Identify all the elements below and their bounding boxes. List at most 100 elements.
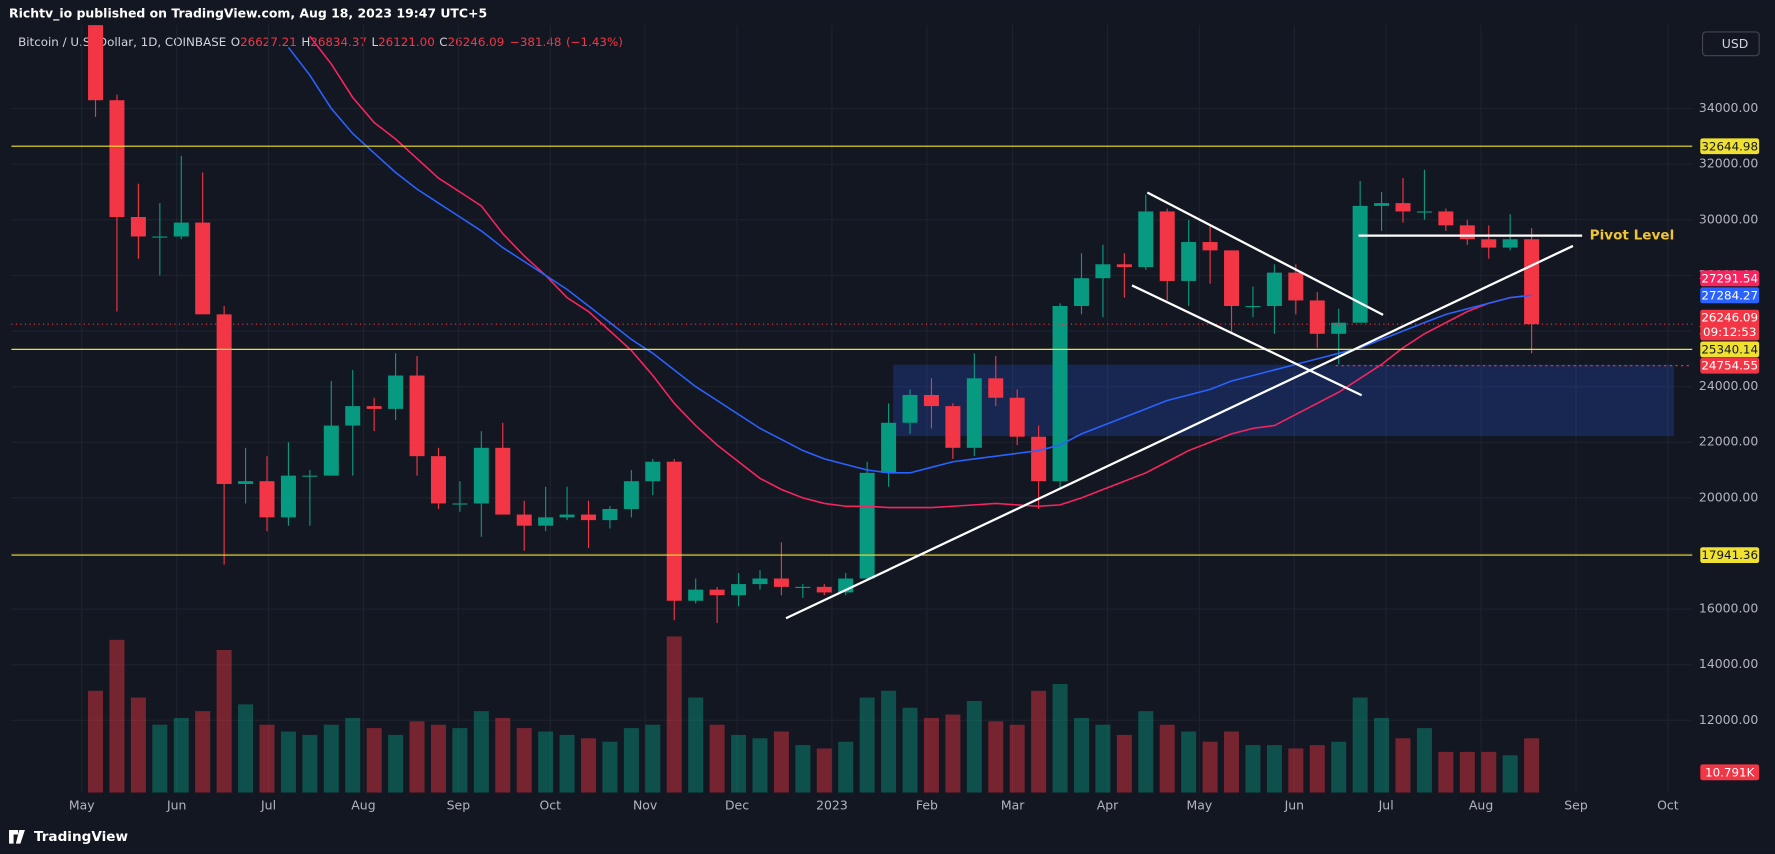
candle-body: [709, 589, 725, 596]
volume-bar: [988, 721, 1004, 793]
candle-body: [1481, 239, 1497, 248]
plot-area: [11, 25, 1693, 793]
volume-bar: [88, 690, 104, 793]
price-label-box: [1700, 309, 1760, 341]
volume-bar: [1245, 745, 1261, 793]
volume-bar: [838, 741, 854, 793]
volume-bar: [795, 745, 811, 793]
countdown: 09:12:53: [1703, 325, 1756, 339]
volume-bar: [388, 734, 404, 793]
volume-bar: [1202, 741, 1218, 793]
y-tick-label: 22000.00: [1699, 434, 1758, 449]
candle-body: [1116, 264, 1132, 268]
volume-bar: [666, 636, 682, 793]
x-tick-label: Oct: [539, 798, 561, 813]
legend: Bitcoin / U.S. Dollar, 1D, COINBASE O2662…: [18, 35, 623, 49]
volume-bar: [259, 724, 275, 793]
volume-bar: [1159, 724, 1175, 793]
pivot-label: Pivot Level: [1590, 228, 1675, 244]
volume-bar: [1224, 731, 1240, 793]
volume-bar: [1416, 728, 1432, 793]
volume-bar: [238, 704, 254, 793]
volume-bar: [1459, 751, 1475, 793]
price-label-box: [1700, 138, 1760, 155]
volume-bar: [1438, 751, 1454, 793]
volume-bar: [516, 728, 532, 793]
ohlc-value: 26834.37: [310, 35, 367, 49]
x-tick-label: Nov: [633, 798, 657, 813]
candle-body: [388, 375, 404, 409]
volume-bar: [430, 724, 446, 793]
volume-bar: [473, 711, 489, 793]
change: −381.48: [510, 35, 562, 49]
candle-body: [1138, 211, 1154, 268]
ohlc-prefix: C: [439, 35, 447, 49]
candle-body: [430, 456, 446, 504]
candle-body: [280, 475, 296, 518]
logo: [9, 829, 25, 844]
moving-average: [287, 46, 1532, 474]
x-tick-label: Oct: [1657, 798, 1679, 813]
x-tick-label: Jul: [1378, 798, 1394, 813]
x-tick-label: Jun: [166, 798, 186, 813]
x-tick-label: Dec: [725, 798, 749, 813]
candle-body: [988, 378, 1004, 398]
volume-bar: [109, 639, 125, 793]
candle-body: [1224, 250, 1240, 306]
price-label: 26246.09: [1701, 311, 1758, 325]
candle-body: [1395, 203, 1411, 212]
candle-body: [1052, 305, 1068, 482]
volume-bar: [816, 748, 832, 793]
volume-bar: [1309, 745, 1325, 793]
candle-body: [1202, 242, 1218, 251]
candle-body: [945, 406, 961, 448]
volume-bar: [1031, 690, 1047, 793]
volume-bar: [323, 724, 339, 793]
candle-body: [559, 514, 575, 518]
volume-bar: [1181, 731, 1197, 793]
x-tick-label: Mar: [1001, 798, 1025, 813]
volume-bar: [1524, 738, 1540, 793]
price-label-box: [1700, 547, 1760, 564]
volume-bar: [538, 731, 554, 793]
volume-bar: [1374, 717, 1390, 793]
price-label: 17941.36: [1701, 548, 1758, 562]
candle-body: [109, 100, 125, 218]
ohlc-prefix: L: [371, 35, 378, 49]
candle-body: [623, 481, 639, 509]
candle-body: [345, 406, 361, 426]
y-tick-label: 34000.00: [1699, 100, 1758, 115]
footer-bar: [0, 819, 1775, 854]
candle-body: [473, 447, 489, 504]
ohlc-value: 26121.00: [378, 35, 435, 49]
candle-body: [1524, 239, 1540, 325]
trendline: [785, 244, 1574, 620]
currency-button[interactable]: [1701, 31, 1760, 57]
candle-body: [602, 508, 618, 521]
candle-body: [516, 514, 532, 526]
volume-bar: [452, 728, 468, 793]
volume-bar: [773, 731, 789, 793]
candle-body: [152, 236, 168, 238]
candle-body: [323, 425, 339, 476]
y-tick-label: 30000.00: [1699, 211, 1758, 226]
candle-body: [773, 578, 789, 587]
candle-body: [495, 447, 511, 515]
candle-body: [1416, 211, 1432, 213]
candle-body: [1159, 211, 1175, 281]
candle-body: [902, 394, 918, 423]
price-label: 27291.54: [1701, 271, 1758, 285]
currency[interactable]: USD: [1722, 36, 1749, 51]
volume-bar: [945, 714, 961, 793]
x-tick-label: Sep: [1564, 798, 1588, 813]
volume-bar: [1502, 755, 1518, 793]
candle-body: [1288, 272, 1304, 301]
volume-bar: [280, 731, 296, 793]
candle-body: [1459, 225, 1475, 240]
volume-bar: [302, 734, 318, 793]
x-tick-label: May: [1187, 798, 1213, 813]
volume-bar: [366, 728, 382, 793]
x-tick-label: Feb: [916, 798, 938, 813]
